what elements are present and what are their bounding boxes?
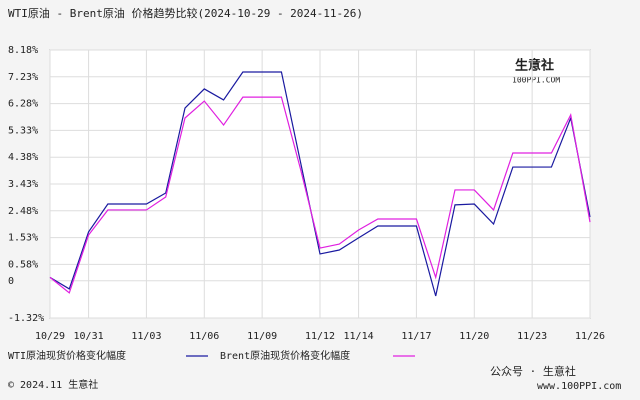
y-tick-label: 1.53% [8,233,38,244]
series-line [49,71,591,297]
logo-name: 生意社 [515,58,554,74]
x-tick-label: 11/17 [401,331,431,342]
y-tick-label: 8.18% [8,45,38,56]
y-tick-label: 0 [8,276,14,287]
y-tick-label: 6.28% [8,99,38,110]
y-tick-label: 2.48% [8,206,38,217]
series-line [49,96,591,294]
y-tick-label: 5.33% [8,125,38,136]
y-tick-label: 4.38% [8,152,38,163]
x-tick-label: 11/03 [131,331,161,342]
legend-label: Brent原油现货价格变化幅度 [220,349,350,362]
chart-title: WTI原油 - Brent原油 价格趋势比较(2024-10-29 - 2024… [8,6,363,20]
y-tick-label: 0.58% [8,259,38,270]
y-tick-label: 3.43% [8,179,38,190]
x-tick-label: 11/23 [517,331,547,342]
x-tick-label: 11/12 [305,331,335,342]
logo-site: 100PPI.COM [512,76,560,85]
legend-label: WTI原油现货价格变化幅度 [8,349,126,362]
watermark-account: 公众号 · 生意社 [490,364,576,378]
y-tick-label: -1.32% [8,313,44,324]
y-tick-label: 7.23% [8,72,38,83]
x-tick-label: 10/29 [35,331,65,342]
x-tick-label: 11/20 [459,331,489,342]
x-tick-label: 11/14 [344,331,374,342]
x-tick-label: 10/31 [74,331,104,342]
watermark-url: www.100PPI.com [537,381,621,392]
footer: © 2024.11 生意社 [8,378,98,391]
x-tick-label: 11/26 [575,331,605,342]
x-tick-label: 11/09 [247,331,277,342]
x-tick-label: 11/06 [189,331,219,342]
